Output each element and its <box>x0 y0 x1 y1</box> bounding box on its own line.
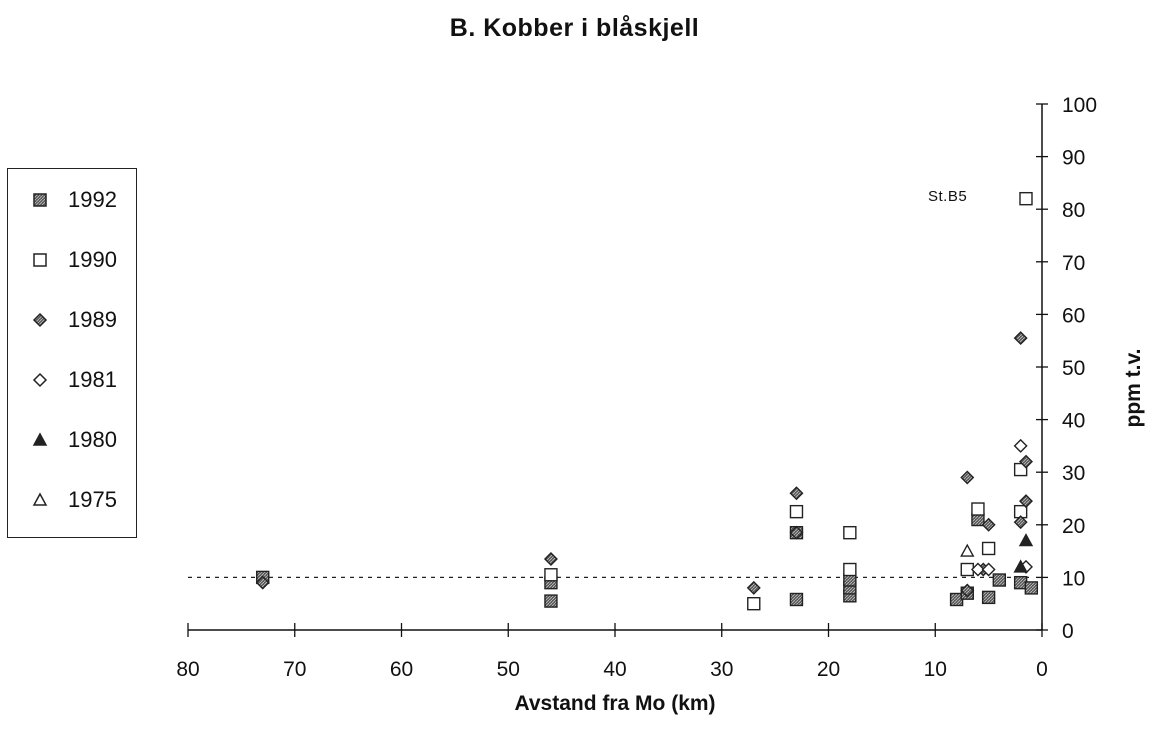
x-tick-label: 20 <box>817 658 840 681</box>
y-tick-label: 40 <box>1062 410 1085 433</box>
legend-marker-diamond-hatched-icon <box>32 312 48 328</box>
x-tick-label: 50 <box>497 658 520 681</box>
y-tick-label: 30 <box>1062 462 1085 485</box>
data-point-1992 <box>1024 581 1039 595</box>
legend-label: 1989 <box>68 307 117 332</box>
y-tick-label: 10 <box>1062 567 1085 590</box>
y-tick-label: 100 <box>1062 94 1097 117</box>
data-point-1981 <box>1013 438 1028 453</box>
legend-marker-square-hatched-icon <box>33 193 47 207</box>
data-point-1989 <box>1013 515 1028 530</box>
legend-marker-diamond-open-icon <box>32 372 48 388</box>
data-point-1989 <box>1019 454 1033 469</box>
legend-label: 1975 <box>68 487 117 512</box>
data-point-1992 <box>789 592 804 607</box>
legend-item-1980: 1980 <box>30 425 117 455</box>
data-point-1990 <box>789 504 804 519</box>
data-point-1981 <box>981 562 996 577</box>
data-point-1975 <box>960 543 975 557</box>
data-point-1980 <box>1013 559 1028 573</box>
data-point-1989 <box>1013 331 1028 346</box>
data-point-1990 <box>971 502 985 516</box>
data-point-1989 <box>789 486 804 501</box>
data-point-1981 <box>970 562 985 577</box>
legend-label: 1981 <box>68 367 117 392</box>
x-tick-label: 60 <box>390 658 413 681</box>
y-tick-label: 90 <box>1062 147 1085 170</box>
data-point-1990 <box>544 568 558 582</box>
legend-marker-triangle-open-icon <box>32 492 48 506</box>
y-tick-label: 20 <box>1062 515 1085 538</box>
x-tick-label: 0 <box>1036 658 1048 681</box>
legend-label: 1992 <box>68 187 117 212</box>
y-tick-label: 80 <box>1062 199 1085 222</box>
y-axis-label: ppm t.v. <box>1122 348 1145 428</box>
data-point-1989 <box>960 583 975 598</box>
data-point-1990 <box>843 562 857 577</box>
x-axis-label: Avstand fra Mo (km) <box>514 692 716 715</box>
data-point-1980 <box>1018 533 1034 547</box>
legend-marker-triangle-filled-icon <box>32 432 48 446</box>
x-tick-label: 10 <box>924 658 947 681</box>
data-points <box>255 191 1039 611</box>
data-point-1990 <box>843 525 857 540</box>
legend-item-1992: 1992 <box>30 185 117 215</box>
legend-item-1975: 1975 <box>30 485 117 515</box>
y-tick-label: 60 <box>1062 304 1085 327</box>
x-tick-label: 30 <box>710 658 733 681</box>
data-point-1989 <box>960 470 975 485</box>
legend-label: 1980 <box>68 427 117 452</box>
data-point-1989 <box>1019 494 1033 509</box>
data-point-1990 <box>1013 462 1028 477</box>
data-point-1992 <box>992 573 1006 587</box>
legend-item-1989: 1989 <box>30 305 117 335</box>
x-tick-label: 40 <box>603 658 626 681</box>
legend-marker-square-open-icon <box>33 253 47 267</box>
x-tick-label: 70 <box>283 658 306 681</box>
data-point-1992 <box>544 594 558 608</box>
data-point-1992 <box>981 590 996 605</box>
data-point-1989 <box>255 575 270 590</box>
legend-item-1990: 1990 <box>30 245 117 275</box>
legend: 1992 1990 1989 1981 1980 1975 <box>7 168 137 538</box>
data-point-1989 <box>746 580 761 595</box>
y-tick-label: 70 <box>1062 252 1085 275</box>
station-annotation: St.B5 <box>928 188 968 205</box>
y-tick-label: 50 <box>1062 357 1085 380</box>
data-point-1990 <box>747 597 761 611</box>
chart-title: B. Kobber i blåskjell <box>449 14 700 42</box>
data-point-1990 <box>981 541 996 556</box>
x-tick-label: 80 <box>176 658 199 681</box>
data-point-1990 <box>1019 191 1033 206</box>
y-tick-label: 0 <box>1062 620 1074 643</box>
legend-label: 1990 <box>68 247 117 272</box>
data-point-1989 <box>789 525 804 540</box>
data-point-1989 <box>543 552 558 566</box>
data-point-1989 <box>981 517 996 532</box>
legend-item-1981: 1981 <box>30 365 117 395</box>
